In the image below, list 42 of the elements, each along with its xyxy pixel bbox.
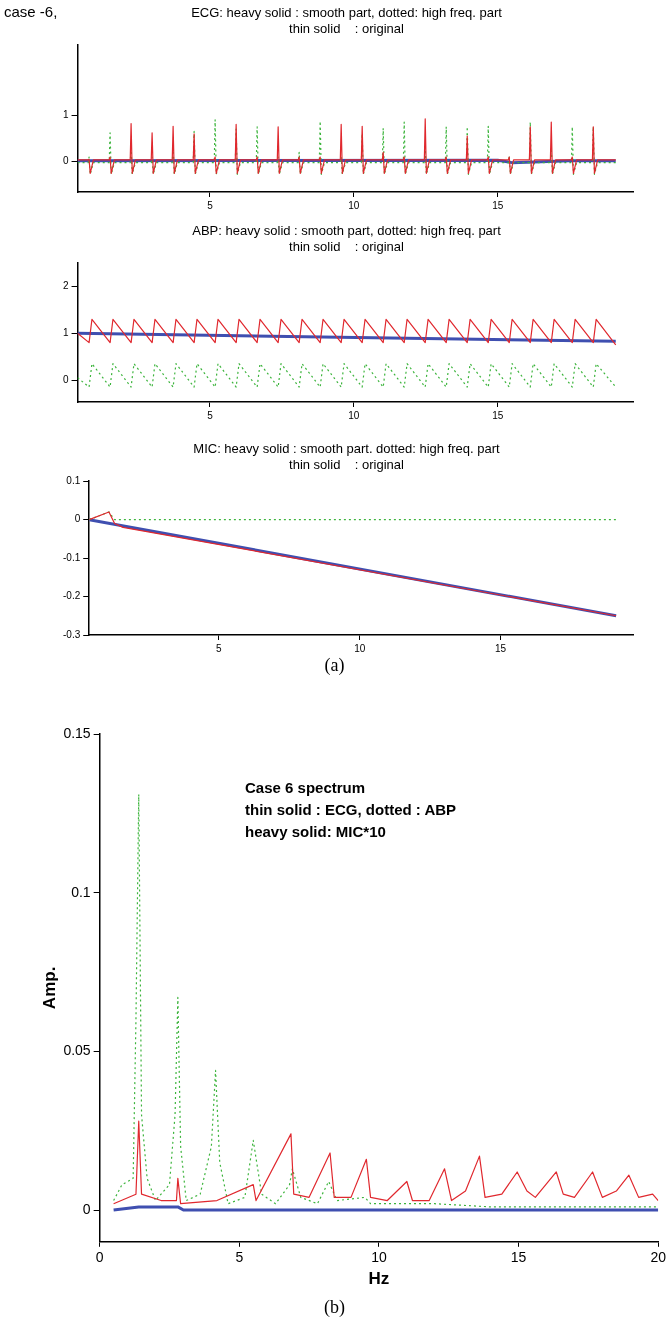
x-tick-label: 5 [216,642,223,654]
annotation: Case 6 spectrum [245,779,366,797]
chart-subtitle: thin solid : original [289,456,405,472]
y-tick-label: 0.1 [71,883,91,900]
annotation: thin solid : ECG, dotted : ABP [245,801,457,819]
x-tick-label: 5 [207,199,214,211]
y-tick-label: 0 [82,1200,91,1217]
x-tick-label: 10 [348,199,360,211]
text: (a) [323,655,346,676]
x-tick-label: 0 [95,1249,104,1266]
x-tick-label: 5 [235,1249,244,1266]
y-axis-title: Amp. [39,966,59,1010]
annotation: heavy solid: MIC*10 [245,823,386,841]
y-tick-label: 0 [74,513,81,525]
y-tick-label: 1 [63,108,69,120]
x-tick-label: 20 [650,1249,667,1266]
y-tick-label: 1 [63,327,69,339]
x-tick-label: 10 [354,642,366,654]
chart-subtitle: thin solid : original [289,238,405,254]
text: (b) [323,1297,346,1318]
x-tick-label: 15 [492,409,504,421]
y-tick-label: 0.05 [63,1042,91,1059]
x-axis-title: Hz [368,1269,390,1289]
y-tick-label: 0.1 [66,474,81,486]
chart-title: MIC: heavy solid : smooth part. dotted: high freq. part [193,441,501,457]
y-tick-label: 0 [63,155,69,167]
chart-title: ECG: heavy solid : smooth part, dotted: high freq. part [191,5,503,21]
y-tick-label: 2 [63,280,69,292]
x-tick-label: 15 [492,199,504,211]
x-tick-label: 10 [371,1249,387,1266]
x-tick-label: 5 [207,409,214,421]
y-tick-label: -0.1 [63,551,81,563]
y-tick-label: -0.3 [63,628,81,640]
x-tick-label: 15 [495,642,507,654]
chart-subtitle: thin solid : original [289,20,405,36]
x-tick-label: 15 [510,1249,527,1266]
chart-title: ABP: heavy solid : smooth part, dotted: high freq. part [192,223,502,239]
y-tick-label: -0.2 [63,590,81,602]
text: case -6, [4,3,58,21]
x-tick-label: 10 [348,409,360,421]
y-tick-label: 0 [63,373,69,385]
y-tick-label: 0.15 [63,724,91,741]
